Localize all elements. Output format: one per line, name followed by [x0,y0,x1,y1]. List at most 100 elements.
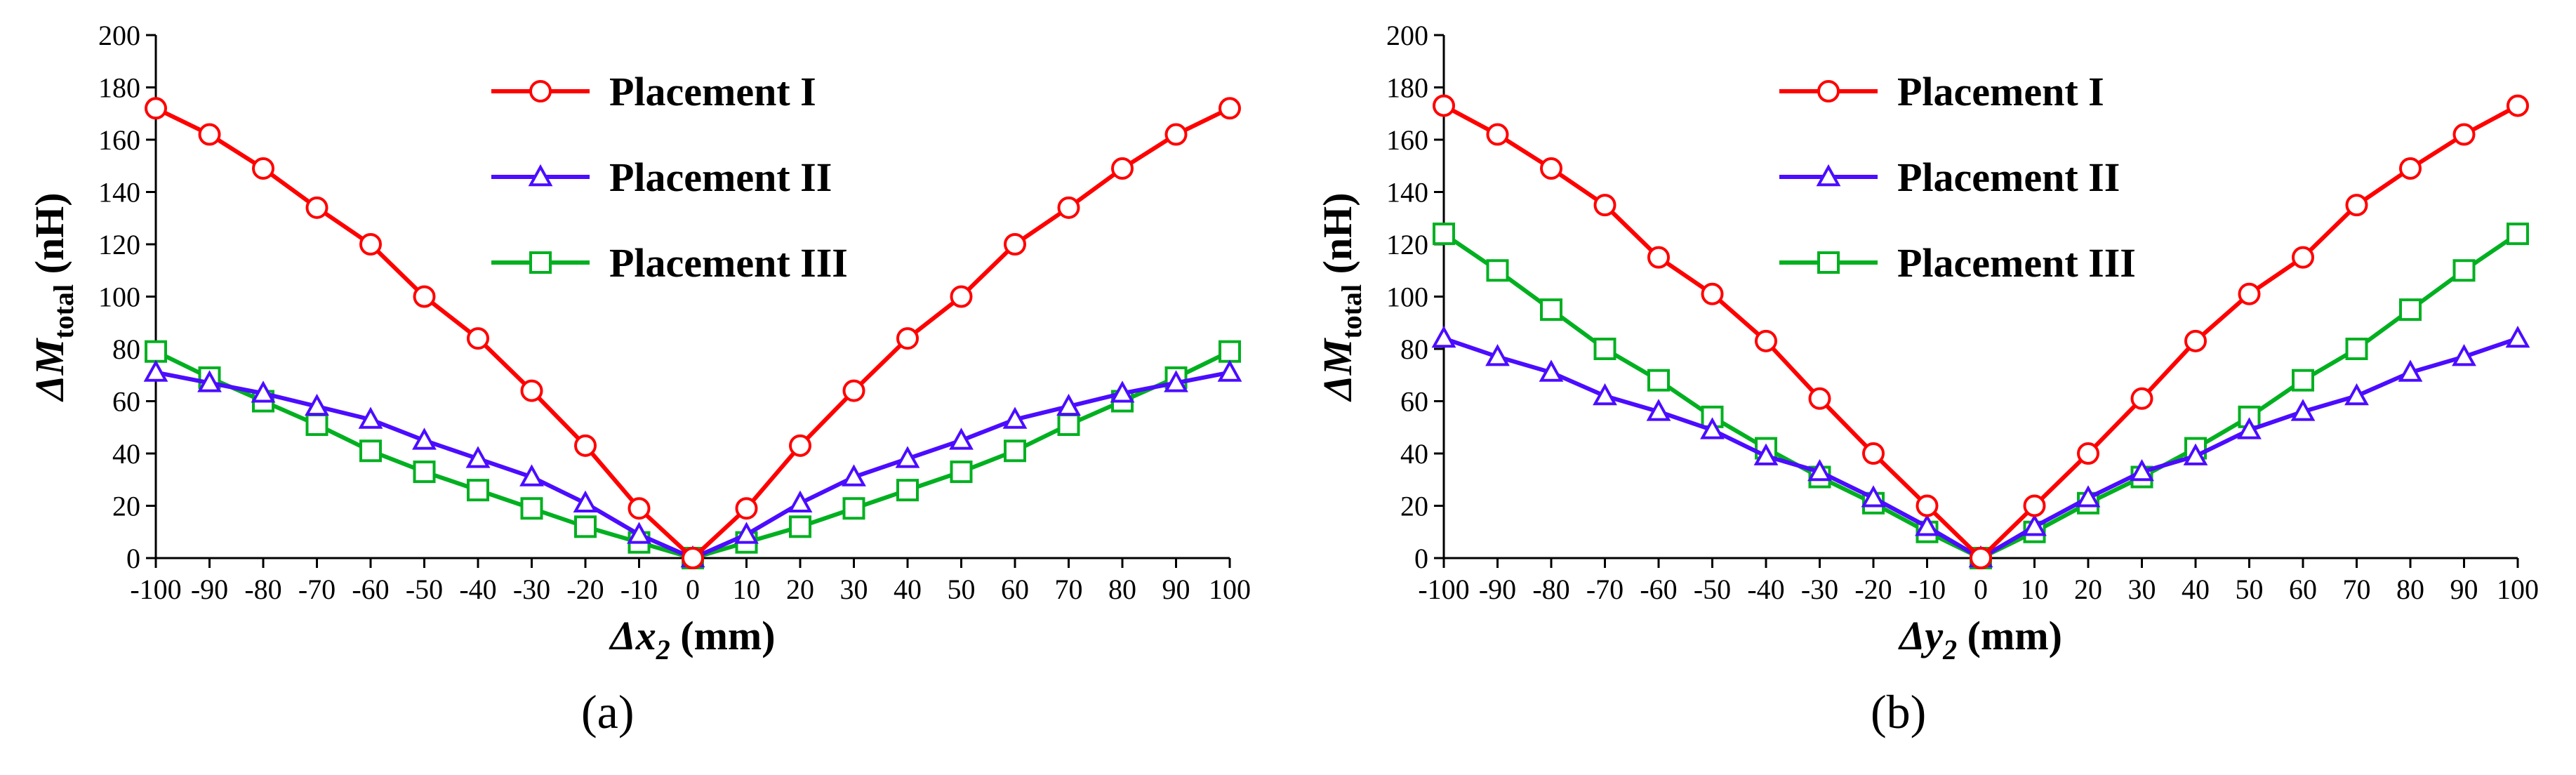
x-tick-label: -40 [1747,574,1784,605]
y-tick-label: 180 [1386,72,1428,104]
data-point [198,123,221,146]
series-line [1443,336,2518,561]
x-tick-label: 80 [2396,574,2424,605]
data-point [1807,458,1832,482]
data-point [574,515,597,538]
x-tick-label: -90 [191,574,228,605]
x-tick-label: -70 [1586,574,1624,605]
legend-label: Placement II [1897,154,2120,200]
data-point [2452,344,2476,366]
x-tick-label: 100 [2497,574,2539,605]
data-point [1970,547,1992,569]
data-point [2238,282,2261,305]
data-point [2505,325,2530,348]
data-point [1219,340,1241,363]
data-point [1217,359,1242,382]
x-tick-label: -40 [459,574,496,605]
x-tick-label: -10 [1908,574,1946,605]
x-tick-label: -90 [1479,574,1516,605]
data-point [305,393,329,416]
x-tick-label: 40 [2182,574,2210,605]
y-tick-label: 60 [1400,386,1428,418]
y-tick-label: 100 [1386,281,1428,313]
x-tick-label: 20 [2074,574,2102,605]
y-tick-label: 160 [1386,124,1428,156]
data-point [1916,494,1939,517]
data-point [1647,369,1670,392]
y-tick-label: 200 [1386,20,1428,51]
data-point [2345,194,2368,217]
x-tick-label: -60 [1640,574,1677,605]
y-tick-label: 40 [112,438,140,470]
data-point [1540,157,1562,180]
legend-marker [528,164,553,187]
x-tick-label: 20 [786,574,814,605]
x-tick-label: -20 [1854,574,1892,605]
x-tick-label: 50 [2236,574,2264,605]
x-tick-label: -50 [406,574,443,605]
data-point [305,196,328,219]
data-point [467,327,489,350]
x-tick-label: -10 [620,574,658,605]
series-1 [145,97,1241,569]
data-point [2290,399,2316,421]
data-point [896,327,919,350]
x-tick-label: -80 [1532,574,1569,605]
data-point [2399,157,2422,180]
x-tick-label: 0 [686,574,700,605]
data-point [1486,123,1509,146]
x-tick-label: 70 [2343,574,2371,605]
y-tick-label: 0 [1414,543,1428,574]
data-point [1701,282,1724,305]
y-tick-label: 120 [98,229,140,260]
x-tick-label: -20 [566,574,604,605]
data-point [1593,194,1616,217]
data-point [2344,383,2369,406]
data-point [2130,387,2153,410]
data-point [734,522,759,544]
data-point [1433,94,1455,117]
data-point [1861,485,1886,508]
data-point [1593,338,1616,360]
data-point [1700,417,1725,439]
data-point [627,522,651,544]
x-axis-title: Δy2 (mm) [1898,613,2062,665]
legend-item: Placement III [1779,240,2136,286]
legend-label: Placement I [609,69,816,114]
data-point [2292,369,2314,392]
y-tick-label: 120 [1386,229,1428,260]
legend-item: Placement II [491,154,832,200]
data-point [465,446,491,468]
y-tick-label: 140 [98,177,140,208]
y-tick-label: 160 [98,124,140,156]
data-point [2076,485,2101,508]
x-tick-label: 0 [1974,574,1988,605]
legend-marker [1817,251,1840,274]
data-point [1431,325,1456,348]
data-point [2507,223,2529,246]
y-tick-label: 40 [1400,438,1428,470]
x-tick-label: 90 [1162,574,1190,605]
data-point [842,464,866,486]
data-point [1486,259,1509,282]
data-point [950,285,973,308]
legend-item: Placement I [1779,69,2104,114]
y-tick-label: 60 [112,386,140,418]
data-point [359,439,382,463]
legend-marker [1816,164,1841,187]
caption-b: (b) [1871,685,1927,738]
x-tick-label: -60 [352,574,389,605]
data-point [520,497,543,520]
x-tick-label: 10 [733,574,761,605]
data-point [2184,329,2207,352]
y-tick-label: 80 [1400,333,1428,365]
data-point [2130,458,2154,482]
series-1 [1433,94,2529,569]
data-point [519,464,544,486]
data-point [412,428,437,450]
y-axis-title: ΔMtotal (nH) [27,192,79,402]
data-point [573,490,598,512]
data-point [1753,443,1779,465]
